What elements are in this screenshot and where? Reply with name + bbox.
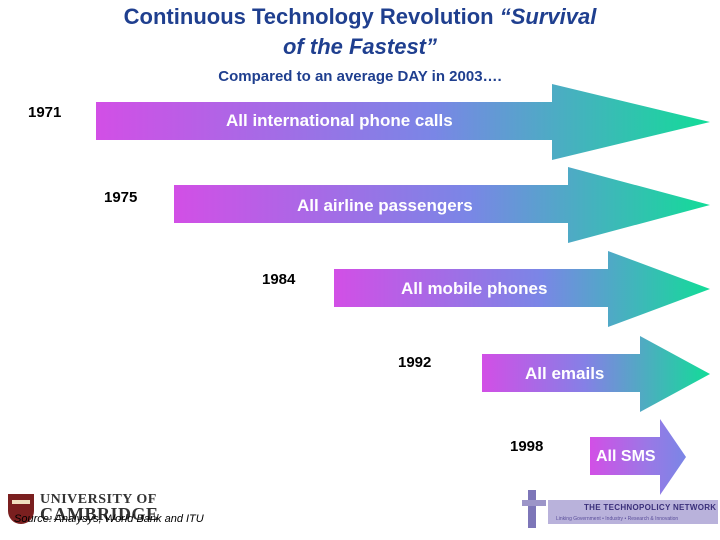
cambridge-line1: UNIVERSITY OF xyxy=(40,492,157,507)
technopolicy-mark-crossbar xyxy=(522,500,546,506)
cambridge-logo: UNIVERSITY OF CAMBRIDGE xyxy=(8,492,158,528)
arrow-label-1975: All airline passengers xyxy=(297,196,473,215)
title-quote-part2: of the Fastest” xyxy=(282,34,438,59)
title-main: Continuous Technology Revolution xyxy=(123,4,494,29)
timeline-arrow-1984: All mobile phones xyxy=(334,251,710,327)
source-note: Source: Analysys, World Bank and ITU xyxy=(14,513,204,525)
timeline-arrow-1971: All international phone calls xyxy=(96,84,710,160)
technopolicy-band xyxy=(548,500,718,524)
arrow-shape xyxy=(96,84,710,160)
arrow-label-1992: All emails xyxy=(525,364,605,383)
arrow-shape xyxy=(482,336,710,412)
cambridge-line2: CAMBRIDGE xyxy=(40,504,159,524)
title-quote-part1: “Survival xyxy=(499,4,597,29)
technopolicy-tagline: Linking Government • Industry • Research… xyxy=(556,516,679,522)
slide-subtitle: Compared to an average DAY in 2003…. xyxy=(218,68,502,85)
timeline-arrow-1998: All SMS xyxy=(590,419,686,495)
arrow-shape xyxy=(334,251,710,327)
technopolicy-logo: THE TECHNOPOLICY NETWORK Linking Governm… xyxy=(522,490,718,528)
arrow-label-1998: All SMS xyxy=(596,448,656,465)
year-1992: 1992 xyxy=(398,354,432,371)
cambridge-wordmark: UNIVERSITY OF CAMBRIDGE xyxy=(40,492,159,524)
year-1971: 1971 xyxy=(28,104,62,121)
arrow-shape xyxy=(174,167,710,243)
slide-title: Continuous Technology Revolution “Surviv… xyxy=(0,4,720,30)
slide-title-line2: of the Fastest” xyxy=(0,34,720,60)
year-1975: 1975 xyxy=(104,189,138,206)
timeline-arrow-1975: All airline passengers xyxy=(174,167,710,243)
year-1984: 1984 xyxy=(262,271,296,288)
timeline-arrow-1992: All emails xyxy=(482,336,710,412)
technopolicy-name: THE TECHNOPOLICY NETWORK xyxy=(584,503,717,512)
cambridge-shield-icon xyxy=(8,494,34,524)
arrow-shape xyxy=(590,419,686,495)
arrow-label-1971: All international phone calls xyxy=(226,111,453,130)
technopolicy-mark-icon xyxy=(528,490,536,528)
year-1998: 1998 xyxy=(510,438,544,455)
arrow-label-1984: All mobile phones xyxy=(401,279,548,298)
